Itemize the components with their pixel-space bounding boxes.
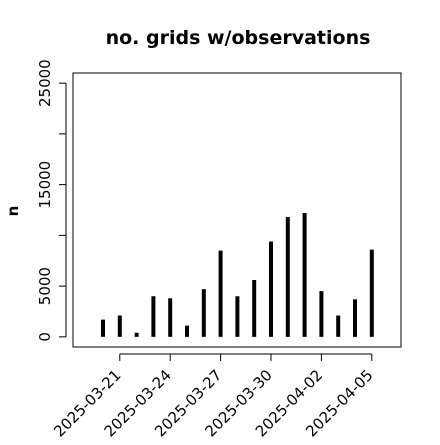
plot-frame — [72, 72, 402, 348]
y-tick-label: 5000 — [36, 267, 54, 305]
chart-title: no. grids w/observations — [106, 27, 371, 49]
x-axis: 2025-03-212025-03-242025-03-272025-03-30… — [50, 353, 377, 440]
y-tick-label: 15000 — [36, 161, 54, 209]
bars — [101, 213, 374, 337]
y-axis-label: n — [4, 206, 22, 217]
y-tick-label: 0 — [36, 332, 54, 342]
y-tick-label: 25000 — [36, 59, 54, 107]
y-axis: 0 5000 15000 25000 — [36, 59, 67, 342]
